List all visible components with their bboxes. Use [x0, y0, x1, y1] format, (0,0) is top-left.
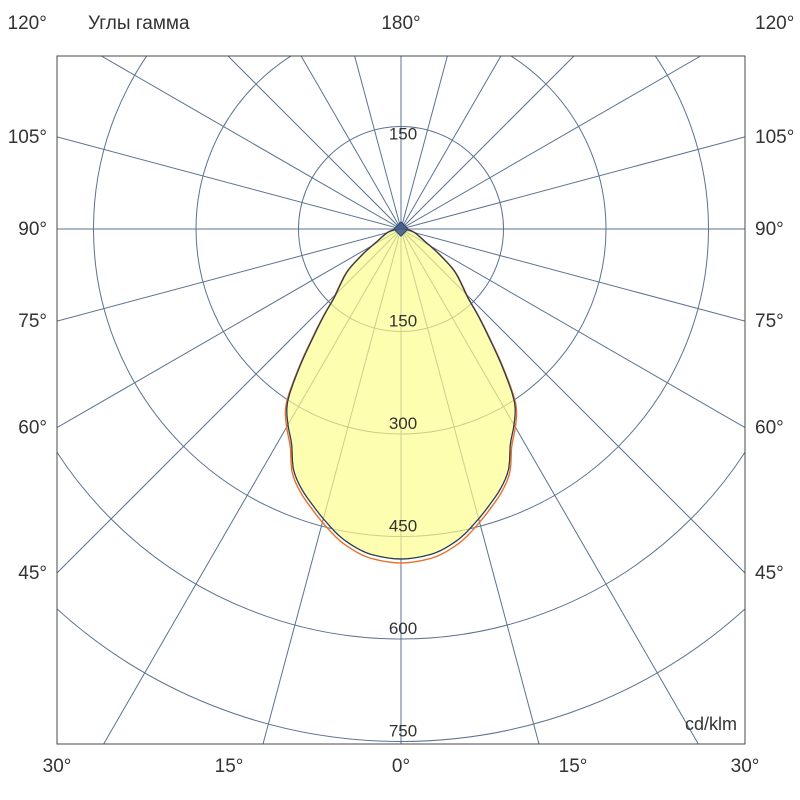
- svg-text:150: 150: [389, 312, 417, 331]
- svg-text:120°: 120°: [755, 13, 794, 34]
- svg-text:15°: 15°: [215, 756, 244, 777]
- svg-text:105°: 105°: [755, 127, 794, 148]
- svg-text:180°: 180°: [381, 13, 420, 34]
- svg-text:0°: 0°: [392, 756, 410, 777]
- svg-text:450: 450: [389, 517, 417, 536]
- svg-text:75°: 75°: [18, 311, 47, 332]
- svg-text:30°: 30°: [731, 756, 760, 777]
- svg-text:600: 600: [389, 619, 417, 638]
- svg-text:150: 150: [389, 125, 417, 144]
- svg-text:15°: 15°: [559, 756, 588, 777]
- svg-text:75°: 75°: [755, 311, 784, 332]
- svg-text:30°: 30°: [43, 756, 72, 777]
- svg-text:60°: 60°: [755, 418, 784, 439]
- svg-text:45°: 45°: [755, 563, 784, 584]
- svg-text:Углы гамма: Углы гамма: [88, 13, 190, 34]
- svg-text:750: 750: [389, 722, 417, 741]
- svg-text:105°: 105°: [8, 127, 47, 148]
- svg-text:90°: 90°: [755, 219, 784, 240]
- svg-text:90°: 90°: [18, 219, 47, 240]
- svg-text:45°: 45°: [18, 563, 47, 584]
- svg-text:cd/klm: cd/klm: [685, 714, 737, 734]
- svg-text:60°: 60°: [18, 418, 47, 439]
- svg-text:300: 300: [389, 414, 417, 433]
- svg-text:120°: 120°: [8, 13, 47, 34]
